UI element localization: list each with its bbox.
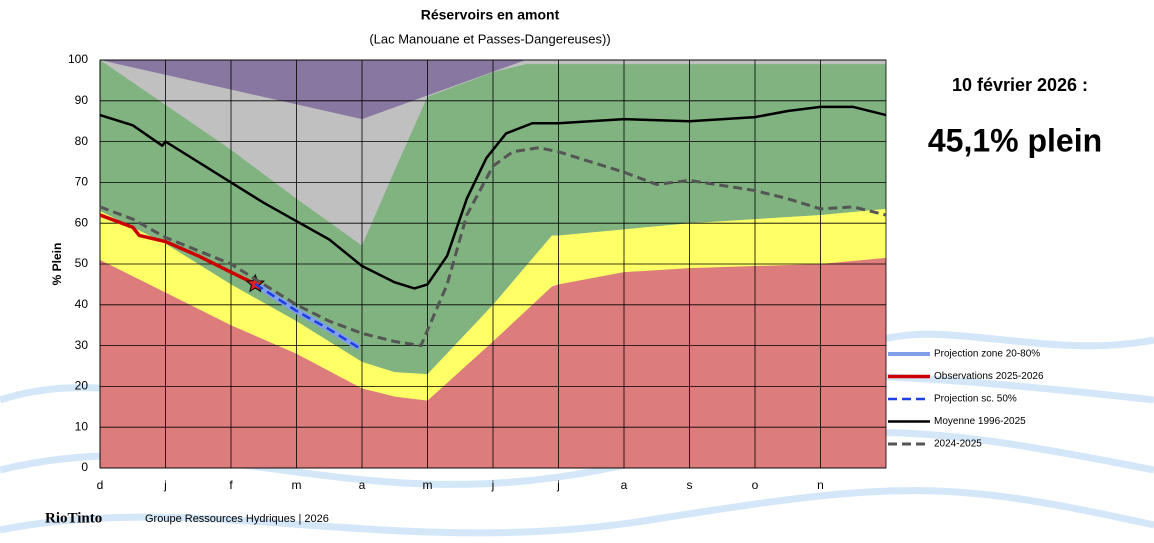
x-tick-label: m (423, 478, 433, 492)
x-tick-label: s (687, 478, 693, 492)
legend-label: Moyenne 1996-2025 (934, 416, 1026, 427)
x-tick-label: a (621, 478, 628, 492)
y-tick-label: 30 (75, 338, 89, 352)
chart-title: Réservoirs en amont (421, 7, 560, 23)
x-tick-label: d (97, 478, 104, 492)
headline: 45,1% plein (928, 122, 1102, 158)
chart-subtitle: (Lac Manouane et Passes-Dangereuses)) (369, 31, 610, 46)
x-tick-label: n (817, 478, 824, 492)
y-tick-label: 50 (75, 256, 89, 270)
x-tick-label: j (163, 478, 167, 492)
footer-text: Groupe Ressources Hydriques | 2026 (145, 513, 329, 525)
brand: RioTinto (45, 510, 102, 526)
legend-label: Projection zone 20-80% (934, 349, 1040, 360)
legend-label: 2024-2025 (934, 439, 982, 450)
y-tick-label: 0 (81, 460, 88, 474)
x-tick-label: j (556, 478, 560, 492)
y-tick-label: 40 (75, 297, 89, 311)
x-tick-label: j (491, 478, 495, 492)
wave (0, 491, 1154, 533)
date-note: 10 février 2026 : (952, 75, 1088, 95)
legend-label: Observations 2025-2026 (934, 371, 1044, 382)
wave (880, 334, 1154, 346)
y-tick-label: 90 (75, 93, 89, 107)
x-tick-label: o (752, 478, 759, 492)
x-tick-label: a (359, 478, 366, 492)
y-axis-label: % Plein (50, 243, 64, 286)
y-tick-label: 80 (75, 134, 89, 148)
y-tick-label: 60 (75, 215, 89, 229)
legend-label: Projection sc. 50% (934, 394, 1017, 405)
y-tick-label: 70 (75, 175, 89, 189)
y-tick-label: 10 (75, 419, 89, 433)
y-tick-label: 100 (68, 52, 88, 66)
y-tick-label: 20 (75, 379, 89, 393)
x-tick-label: f (229, 478, 233, 492)
x-tick-label: m (292, 478, 302, 492)
chart: Réservoirs en amont (Lac Manouane et Pas… (0, 0, 1154, 543)
